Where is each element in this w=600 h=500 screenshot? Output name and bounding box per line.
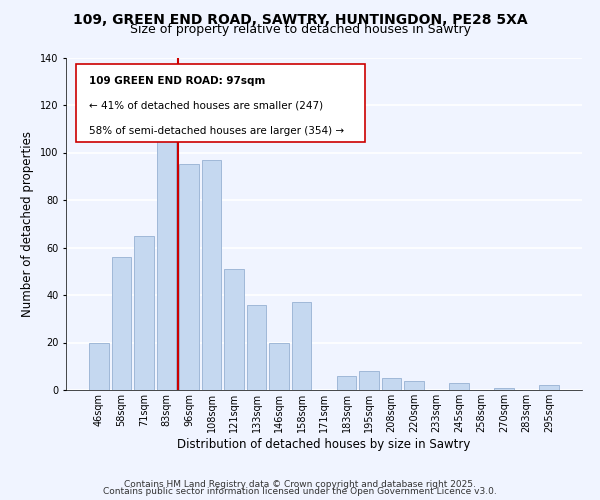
Text: 58% of semi-detached houses are larger (354) →: 58% of semi-detached houses are larger (… (89, 126, 344, 136)
Text: 109, GREEN END ROAD, SAWTRY, HUNTINGDON, PE28 5XA: 109, GREEN END ROAD, SAWTRY, HUNTINGDON,… (73, 12, 527, 26)
Bar (224, 269, 244, 390)
Bar (269, 342, 289, 390)
Bar (179, 164, 199, 390)
Text: Contains public sector information licensed under the Open Government Licence v3: Contains public sector information licen… (103, 487, 497, 496)
Bar (247, 304, 266, 390)
Bar (404, 380, 424, 390)
Bar (134, 236, 154, 390)
Bar (89, 342, 109, 390)
Bar (494, 388, 514, 390)
Y-axis label: Number of detached properties: Number of detached properties (22, 130, 34, 317)
Bar (292, 302, 311, 390)
Text: 109 GREEN END ROAD: 97sqm: 109 GREEN END ROAD: 97sqm (89, 76, 266, 86)
X-axis label: Distribution of detached houses by size in Sawtry: Distribution of detached houses by size … (178, 438, 470, 450)
FancyBboxPatch shape (76, 64, 365, 142)
Bar (382, 378, 401, 390)
Bar (539, 385, 559, 390)
Text: Size of property relative to detached houses in Sawtry: Size of property relative to detached ho… (130, 22, 470, 36)
Bar (112, 257, 131, 390)
Bar (359, 371, 379, 390)
Bar (202, 160, 221, 390)
Bar (157, 138, 176, 390)
Text: ← 41% of detached houses are smaller (247): ← 41% of detached houses are smaller (24… (89, 100, 323, 110)
Text: Contains HM Land Registry data © Crown copyright and database right 2025.: Contains HM Land Registry data © Crown c… (124, 480, 476, 489)
Bar (449, 383, 469, 390)
Bar (337, 376, 356, 390)
